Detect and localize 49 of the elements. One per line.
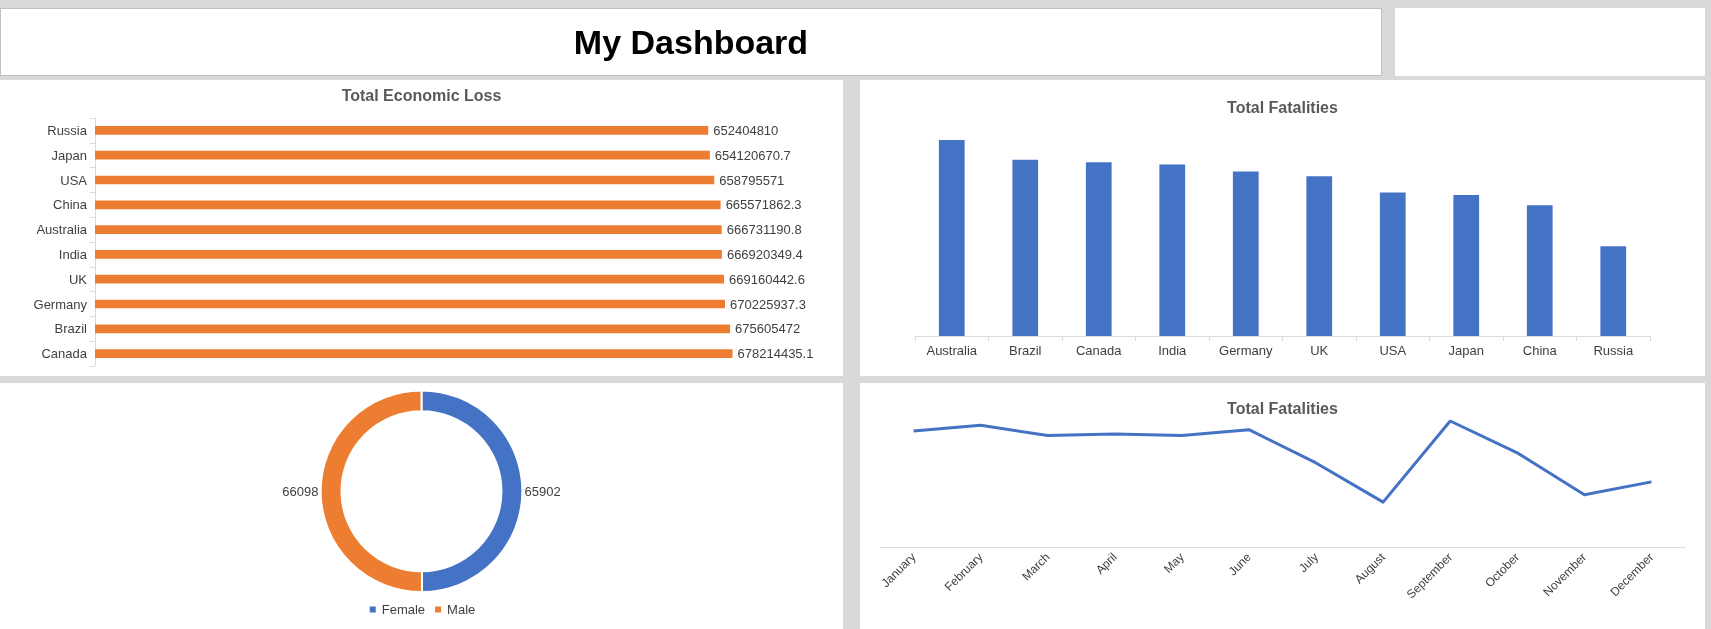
y-tick-label: UK bbox=[68, 271, 88, 287]
y-tick-label: Brazil bbox=[54, 321, 88, 337]
x-tick-label: China bbox=[1522, 343, 1558, 358]
data-label: 666731190.8 bbox=[726, 222, 802, 238]
data-label: 652404810 bbox=[713, 122, 779, 138]
y-tick-label: Russia bbox=[47, 122, 88, 138]
legend-label: Female bbox=[381, 602, 426, 617]
data-label: 65902 bbox=[524, 483, 561, 499]
bar bbox=[1379, 192, 1406, 336]
data-label: 678214435.1 bbox=[737, 346, 814, 362]
x-tick-label: Russia bbox=[1593, 343, 1634, 358]
data-label: 670225937.3 bbox=[730, 296, 806, 312]
x-tick-label: USA bbox=[1379, 343, 1407, 358]
x-tick-label: Brazil bbox=[1008, 343, 1042, 358]
bar bbox=[1012, 159, 1039, 336]
x-tick-label: India bbox=[1158, 343, 1188, 358]
data-label: 665571862.3 bbox=[725, 197, 802, 213]
bar bbox=[1232, 171, 1259, 336]
y-tick-label: India bbox=[58, 246, 88, 262]
chart-title: Total Economic Loss bbox=[341, 86, 502, 104]
x-tick-label: UK bbox=[1310, 343, 1329, 358]
y-tick-label: USA bbox=[60, 172, 88, 188]
y-tick-label: Germany bbox=[33, 296, 88, 312]
chart-title: Total Fatalities bbox=[1227, 399, 1339, 417]
chart-title: Total Fatalities bbox=[1227, 98, 1339, 116]
data-label: 654120670.7 bbox=[714, 147, 791, 163]
bar bbox=[1453, 194, 1480, 336]
bar bbox=[1526, 205, 1553, 336]
data-label: 669160442.6 bbox=[729, 271, 805, 287]
x-tick-label: Japan bbox=[1448, 343, 1484, 358]
legend-label: Male bbox=[447, 602, 476, 617]
x-tick-label: May bbox=[1160, 550, 1187, 576]
bar bbox=[1306, 176, 1333, 336]
data-label: 66098 bbox=[282, 483, 319, 499]
bar bbox=[1085, 162, 1112, 336]
bar bbox=[1600, 246, 1627, 336]
data-label: 675605472 bbox=[735, 321, 801, 337]
text: My Dashboard bbox=[0, 8, 1382, 76]
y-tick-label: China bbox=[53, 197, 88, 213]
y-tick-label: Japan bbox=[51, 147, 87, 163]
data-label: 666920349.4 bbox=[726, 246, 803, 262]
y-tick-label: Australia bbox=[36, 222, 88, 238]
x-tick-label: Canada bbox=[1075, 343, 1123, 358]
bar bbox=[1159, 164, 1186, 336]
data-label: 658795571 bbox=[719, 172, 785, 188]
x-tick-label: July bbox=[1296, 550, 1321, 576]
x-tick-label: Australia bbox=[926, 343, 978, 358]
x-tick-label: Germany bbox=[1219, 343, 1273, 358]
bar bbox=[938, 140, 965, 336]
